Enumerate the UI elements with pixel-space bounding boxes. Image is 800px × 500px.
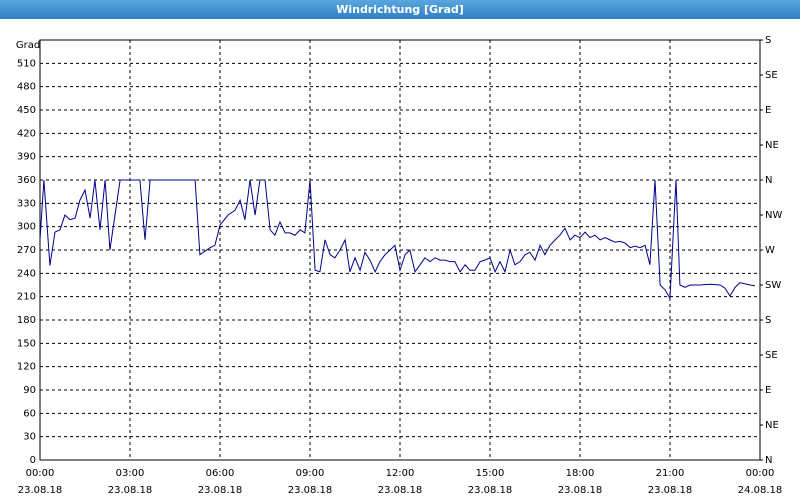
y-tick-label: 240 — [17, 268, 36, 279]
x-tick-date: 23.08.18 — [108, 485, 153, 496]
chart-title: Windrichtung [Grad] — [336, 3, 464, 16]
y2-tick-label: E — [765, 385, 771, 396]
y-tick-label: 0 — [30, 455, 36, 466]
x-tick-label: 06:00 — [206, 468, 235, 479]
y2-tick-label: SE — [765, 350, 778, 361]
x-tick-date: 23.08.18 — [558, 485, 603, 496]
x-tick-date: 23.08.18 — [18, 485, 63, 496]
y2-tick-label: W — [765, 245, 775, 256]
x-tick-label: 09:00 — [296, 468, 325, 479]
x-tick-date: 23.08.18 — [378, 485, 423, 496]
data-line — [39, 179, 755, 300]
x-tick-date: 23.08.18 — [288, 485, 333, 496]
y-tick-label: 180 — [17, 315, 36, 326]
y-tick-label: 120 — [17, 362, 36, 373]
x-tick-label: 03:00 — [116, 468, 145, 479]
y2-tick-label: N — [765, 175, 772, 186]
y2-tick-label: NE — [765, 140, 779, 151]
y2-tick-label: NE — [765, 420, 779, 431]
y-tick-label: 330 — [17, 198, 36, 209]
y-tick-label: 420 — [17, 128, 36, 139]
x-tick-label: 15:00 — [476, 468, 505, 479]
y-tick-label: 300 — [17, 222, 36, 233]
y-tick-label: 510 — [17, 58, 36, 69]
x-tick-label: 18:00 — [566, 468, 595, 479]
x-tick-label: 21:00 — [656, 468, 685, 479]
x-tick-label: 00:00 — [746, 468, 775, 479]
y-tick-label: 270 — [17, 245, 36, 256]
title-bar — [0, 0, 800, 19]
x-tick-date: 24.08.18 — [738, 485, 783, 496]
y-axis-label: Grad — [16, 40, 40, 51]
plot-frame — [39, 39, 761, 461]
y-tick-label: 390 — [17, 152, 36, 163]
x-tick-label: 00:00 — [26, 468, 55, 479]
y-tick-label: 360 — [17, 175, 36, 186]
y-tick-label: 210 — [17, 292, 36, 303]
x-tick-date: 23.08.18 — [198, 485, 243, 496]
y2-tick-label: NW — [765, 210, 782, 221]
y2-tick-label: S — [765, 35, 771, 46]
y2-tick-label: SW — [765, 280, 781, 291]
y-tick-label: 450 — [17, 105, 36, 116]
y2-tick-label: N — [765, 455, 772, 466]
y-tick-label: 150 — [17, 338, 36, 349]
y-tick-label: 30 — [23, 432, 36, 443]
y2-tick-label: S — [765, 315, 771, 326]
x-tick-date: 23.08.18 — [648, 485, 693, 496]
y2-tick-label: E — [765, 105, 771, 116]
x-tick-label: 12:00 — [386, 468, 415, 479]
y-tick-label: 480 — [17, 82, 36, 93]
y-tick-label: 90 — [23, 385, 36, 396]
y2-tick-label: SE — [765, 70, 778, 81]
x-tick-date: 23.08.18 — [468, 485, 513, 496]
y-tick-label: 60 — [23, 408, 36, 419]
